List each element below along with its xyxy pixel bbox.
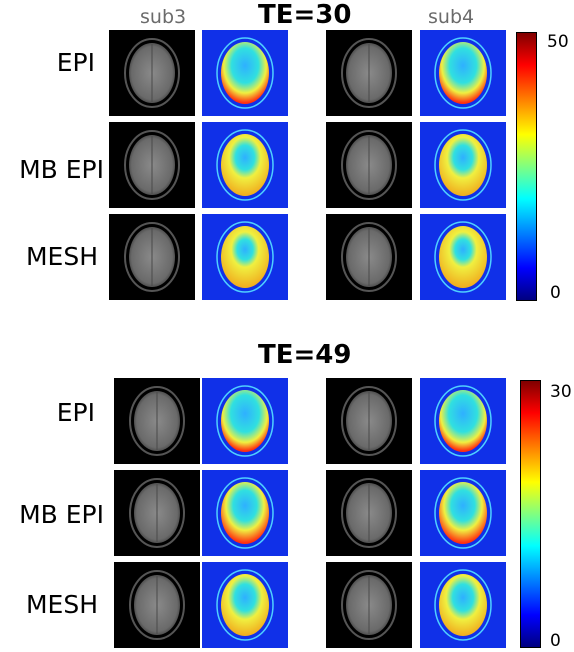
colorbar-min-label: 0: [550, 631, 561, 651]
row-label-mesh: MESH: [25, 242, 98, 271]
tsnr-map-image: [420, 214, 506, 300]
magnitude-image: [326, 122, 412, 208]
magnitude-image: [109, 122, 195, 208]
magnitude-image: [326, 30, 412, 116]
row-label-mb-epi: MB EPI: [19, 155, 104, 184]
tsnr-map-image: [420, 30, 506, 116]
column-label-sub4: sub4: [428, 6, 475, 28]
section-title-te30: TE=30: [258, 0, 352, 30]
tsnr-map-image: [420, 562, 506, 648]
row-label-epi: EPI: [56, 398, 95, 427]
tsnr-map-image: [202, 214, 288, 300]
colorbar-min-label: 0: [550, 283, 561, 303]
tsnr-map-image: [202, 562, 288, 648]
column-label-sub3: sub3: [140, 6, 187, 28]
magnitude-image: [114, 378, 200, 464]
tsnr-map-image: [202, 122, 288, 208]
colorbar-max-label: 30: [550, 382, 572, 402]
magnitude-image: [109, 30, 195, 116]
magnitude-image: [326, 562, 412, 648]
magnitude-image: [326, 378, 412, 464]
tsnr-map-image: [202, 30, 288, 116]
tsnr-map-image: [202, 470, 288, 556]
magnitude-image: [326, 214, 412, 300]
magnitude-image: [114, 470, 200, 556]
tsnr-map-image: [420, 122, 506, 208]
tsnr-map-image: [420, 470, 506, 556]
section-title-te49: TE=49: [258, 340, 352, 370]
row-label-epi: EPI: [56, 48, 95, 77]
tsnr-map-image: [202, 378, 288, 464]
magnitude-image: [114, 562, 200, 648]
row-label-mesh: MESH: [25, 590, 98, 619]
colorbar-te30: [516, 32, 537, 301]
magnitude-image: [326, 470, 412, 556]
colorbar-max-label: 50: [547, 32, 569, 52]
tsnr-map-image: [420, 378, 506, 464]
row-label-mb-epi: MB EPI: [19, 500, 104, 529]
magnitude-image: [109, 214, 195, 300]
colorbar-te49: [520, 380, 541, 648]
